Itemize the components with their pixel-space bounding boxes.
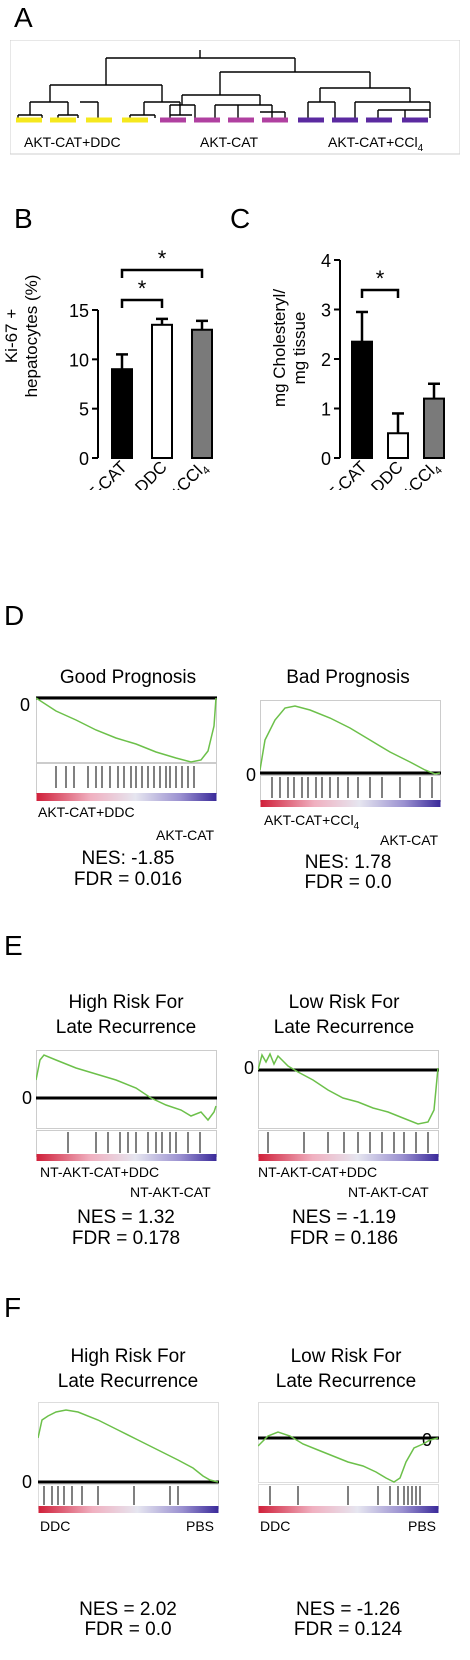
f2-enrichment-plot (258, 1402, 439, 1513)
y-tick-label: 2 (321, 350, 331, 370)
group-label-ccl4: AKT-CAT+CCl4 (328, 134, 424, 154)
panel-letter-a: A (14, 2, 33, 33)
d1-right-label: AKT-CAT (156, 827, 215, 843)
d1-fdr: FDR = 0.016 (73, 869, 183, 890)
bar (387, 432, 409, 459)
significance-star: * (138, 276, 147, 301)
significance-bracket (120, 268, 204, 278)
f1-nes: NES = 2.02 (79, 1599, 177, 1620)
d1-title: Good Prognosis (59, 667, 197, 688)
y-tick-label: 15 (69, 301, 89, 321)
d2-zero: 0 (246, 765, 257, 785)
category-label: AKT-CAT (310, 457, 371, 490)
d1-enrichment-plot (36, 696, 217, 801)
d2-nes: NES: 1.78 (304, 852, 392, 873)
c-ylabel: mg Cholesteryl/mg tissue (270, 288, 309, 408)
y-tick-label: 0 (321, 449, 331, 469)
e1-enrichment-plot (36, 1050, 217, 1161)
f2-fdr: FDR = 0.124 (293, 1619, 403, 1640)
e1-zero: 0 (22, 1088, 33, 1108)
y-tick-label: 5 (79, 400, 89, 420)
bar (423, 397, 445, 460)
e1-left-label: NT-AKT-CAT+DDC (40, 1164, 160, 1180)
f1-enrichment-plot (38, 1402, 219, 1513)
e1-nes: NES = 1.32 (77, 1207, 175, 1228)
category-label: AKT-CAT (68, 457, 131, 490)
d1-zero: 0 (20, 695, 31, 715)
y-tick-label: 4 (321, 251, 331, 271)
y-tick-label: 10 (69, 350, 89, 370)
e2-nes: NES = -1.19 (291, 1207, 397, 1228)
bar (191, 328, 213, 459)
group-label-akt-cat: AKT-CAT (200, 134, 259, 150)
d1-nes: NES: -1.85 (81, 848, 175, 869)
d2-right-label: AKT-CAT (380, 832, 439, 848)
d2-title: Bad Prognosis (286, 667, 410, 688)
e1-title: High Risk For Late Recurrence (55, 992, 197, 1038)
e2-zero: 0 (244, 1058, 255, 1078)
significance-star: * (376, 266, 385, 291)
f2-title: Low Risk For Late Recurrence (275, 1346, 417, 1392)
panel-letter-b: B (14, 203, 33, 234)
panel-letter-d: D (4, 600, 25, 631)
e1-fdr: FDR = 0.178 (71, 1228, 181, 1249)
panel-letter-e: E (4, 930, 23, 961)
f1-title: High Risk For Late Recurrence (57, 1346, 199, 1392)
f1-fdr: FDR = 0.0 (84, 1619, 172, 1640)
e2-enrichment-plot (258, 1050, 439, 1161)
d2-left-label: AKT-CAT+CCl4 (264, 812, 360, 832)
bar (111, 368, 133, 459)
b-ylabel: Ki-67 + hepatocytes (%) (2, 274, 41, 398)
dendrogram (10, 40, 460, 155)
f2-zero: 0 (422, 1430, 433, 1450)
d2-fdr: FDR = 0.0 (304, 872, 392, 893)
significance-star: * (158, 246, 167, 271)
d1-left-label: AKT-CAT+DDC (38, 804, 135, 820)
e2-left-label: NT-AKT-CAT+DDC (258, 1164, 378, 1180)
e1-right-label: NT-AKT-CAT (130, 1184, 211, 1200)
bar (151, 323, 173, 459)
f1-zero: 0 (22, 1472, 33, 1492)
d2-enrichment-plot (260, 700, 441, 807)
bar (351, 340, 373, 459)
f1-right-label: PBS (186, 1518, 215, 1534)
panel-letter-f: F (4, 1292, 22, 1323)
y-tick-label: 0 (79, 449, 89, 469)
e2-fdr: FDR = 0.186 (289, 1228, 399, 1249)
significance-bracket (360, 288, 400, 298)
y-tick-label: 1 (321, 400, 331, 420)
e2-title: Low Risk For Late Recurrence (273, 992, 415, 1038)
f2-left-label: DDC (260, 1518, 291, 1534)
y-tick-label: 3 (321, 301, 331, 321)
f1-left-label: DDC (40, 1518, 71, 1534)
f2-nes: NES = -1.26 (295, 1599, 401, 1620)
f2-right-label: PBS (408, 1518, 437, 1534)
panel-letter-c: C (230, 203, 251, 234)
group-label-ddc: AKT-CAT+DDC (24, 134, 121, 150)
significance-bracket (120, 298, 164, 308)
e2-right-label: NT-AKT-CAT (348, 1184, 429, 1200)
